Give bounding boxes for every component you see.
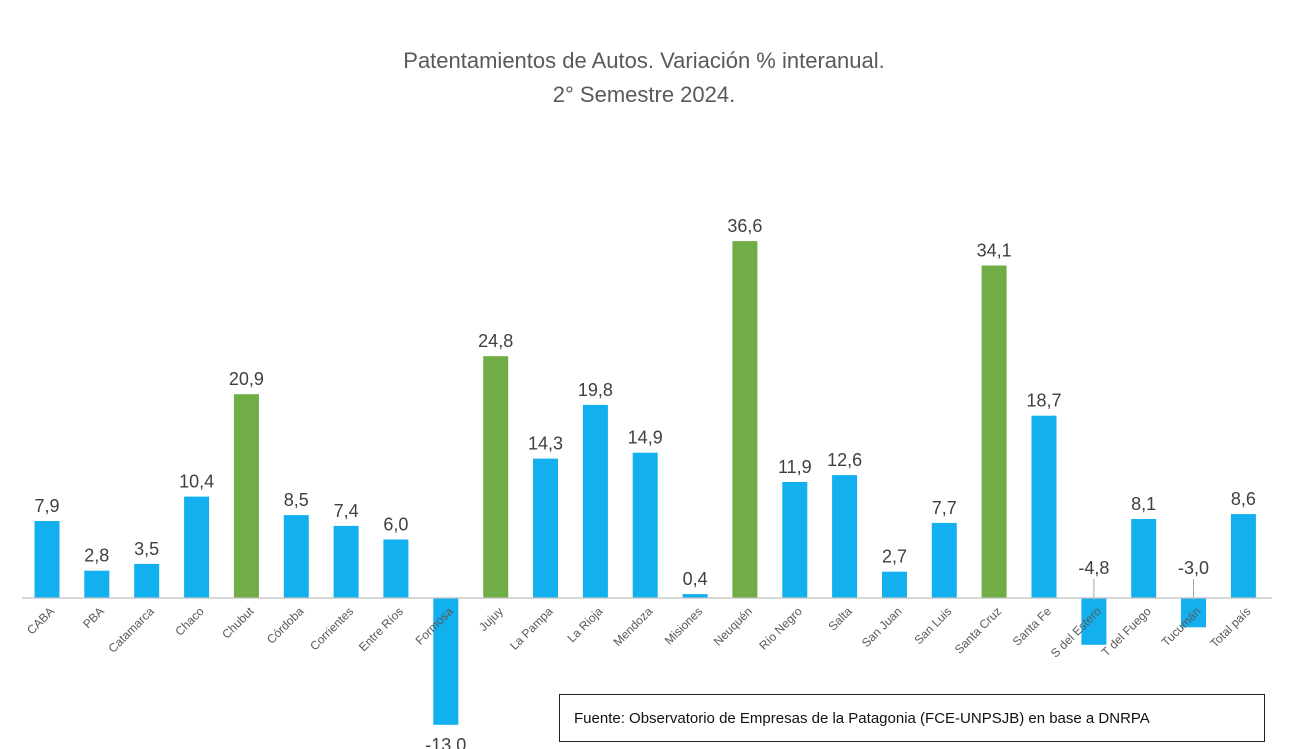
category-label: Córdoba [264,604,307,647]
bar-chaco [184,496,210,598]
bar-la-pampa [533,458,558,598]
category-label: Chaco [172,604,207,639]
value-label: 34,1 [977,241,1012,261]
category-label: Entre Ríos [356,604,406,654]
bar-t-del-fuego [1131,519,1157,598]
category-label: Salta [825,604,854,633]
bar-total-país [1230,514,1256,598]
value-label: -4,8 [1078,558,1109,578]
value-label: 2,8 [84,546,109,566]
category-label: Santa Fe [1010,604,1055,649]
chart-title-block: Patentamientos de Autos. Variación % int… [0,44,1288,112]
value-label: 18,7 [1026,391,1061,411]
bar-s-del-estero [1081,598,1107,645]
bar-corrientes [333,525,359,599]
value-label: 7,4 [334,501,359,521]
category-label: San Luis [911,604,954,647]
bar-pba [84,570,110,598]
value-label: 8,5 [284,490,309,510]
value-label: 7,9 [34,496,59,516]
category-label: La Pampa [507,604,556,653]
bar-tucumán [1181,598,1206,628]
category-label: Catamarca [105,604,157,656]
bar-chubut [233,394,259,598]
value-label: -3,0 [1178,558,1209,578]
value-label: 3,5 [134,539,159,559]
category-label: Corrientes [307,604,356,653]
category-label: Jujuy [476,604,506,634]
bar-formosa [433,598,459,725]
bar-neuquén [732,241,758,598]
value-label: 19,8 [578,380,613,400]
source-text: Fuente: Observatorio de Empresas de la P… [574,709,1150,727]
bar-salta [832,475,858,598]
value-label: 24,8 [478,331,513,351]
category-label: San Juan [859,604,905,650]
category-label: Río Negro [756,604,805,653]
value-label: 2,7 [882,547,907,567]
category-label: Total país [1207,604,1253,650]
value-label: 12,6 [827,450,862,470]
value-label: 14,3 [528,434,563,454]
value-label: 8,1 [1131,494,1156,514]
value-label: 20,9 [229,369,264,389]
bar-córdoba [283,515,309,598]
value-label: 6,0 [383,515,408,535]
bar-santa-fe [1031,415,1057,598]
value-label: 10,4 [179,472,214,492]
category-label: Chubut [219,604,257,642]
category-label: Santa Cruz [952,604,1004,656]
category-label: CABA [24,604,57,637]
bar-caba [34,521,60,598]
bar-misiones [682,594,708,598]
category-label: T del Fuego [1099,604,1154,659]
value-label: 36,6 [727,216,762,236]
chart-subtitle: 2° Semestre 2024. [552,82,736,107]
category-label: Mendoza [611,604,656,649]
bar-catamarca [134,563,160,598]
chart-title: Patentamientos de Autos. Variación % int… [403,48,885,73]
bar-la-rioja [582,404,608,598]
bar-santa-cruz [981,265,1007,598]
bar-jujuy [483,356,509,598]
value-label: -13,0 [425,735,466,749]
category-label: PBA [80,604,107,631]
source-note: Fuente: Observatorio de Empresas de la P… [559,694,1265,742]
value-label: 8,6 [1231,489,1256,509]
value-label: 14,9 [628,428,663,448]
category-label: Misiones [662,604,705,647]
value-label: 7,7 [932,498,957,518]
bar-río-negro [782,482,808,598]
bar-entre-ríos [383,539,409,598]
value-label: 0,4 [683,569,708,589]
bar-mendoza [632,452,658,598]
bar-san-luis [931,522,957,598]
category-label: La Rioja [564,604,605,645]
value-label: 11,9 [778,457,812,477]
category-label: Neuquén [711,604,755,648]
bar-san-juan [882,571,907,598]
